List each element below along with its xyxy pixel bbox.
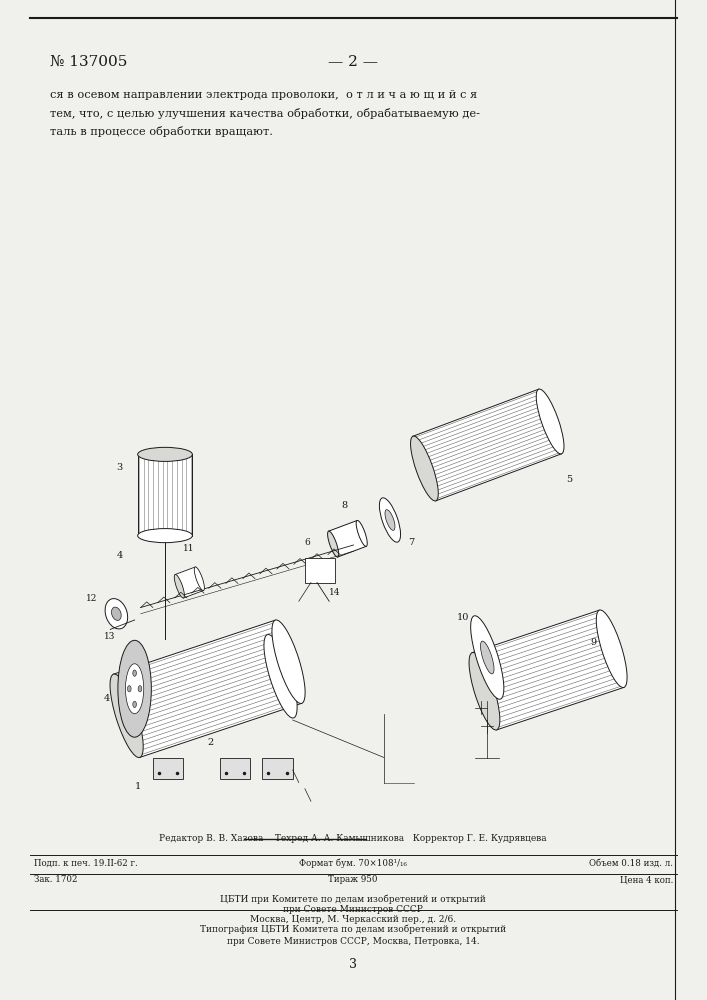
Text: 6: 6	[305, 538, 310, 547]
Polygon shape	[138, 454, 192, 536]
Polygon shape	[113, 620, 302, 757]
Text: ся в осевом направлении электрода проволоки,  о т л и ч а ю щ и й с я: ся в осевом направлении электрода провол…	[50, 90, 477, 100]
Ellipse shape	[536, 389, 564, 454]
Text: 3: 3	[349, 958, 357, 972]
Text: Тираж 950: Тираж 950	[328, 875, 378, 884]
Text: 4: 4	[104, 694, 110, 703]
Polygon shape	[175, 567, 204, 598]
Ellipse shape	[469, 652, 500, 730]
Text: Подп. к печ. 19.II-62 г.: Подп. к печ. 19.II-62 г.	[34, 859, 138, 868]
Text: 11: 11	[183, 544, 194, 553]
Text: 4: 4	[117, 550, 122, 560]
Ellipse shape	[411, 436, 438, 501]
Text: Москва, Центр, М. Черкасский пер., д. 2/6.: Москва, Центр, М. Черкасский пер., д. 2/…	[250, 915, 456, 924]
Text: 3: 3	[117, 463, 122, 472]
Ellipse shape	[110, 674, 144, 758]
Ellipse shape	[471, 616, 504, 699]
Ellipse shape	[138, 447, 192, 461]
FancyBboxPatch shape	[262, 758, 293, 779]
Ellipse shape	[264, 635, 297, 718]
Ellipse shape	[380, 498, 401, 542]
Ellipse shape	[126, 664, 144, 714]
Text: ЦБТИ при Комитете по делам изобретений и открытий: ЦБТИ при Комитете по делам изобретений и…	[220, 894, 486, 904]
Text: Зак. 1702: Зак. 1702	[34, 875, 78, 884]
Ellipse shape	[133, 670, 136, 676]
Ellipse shape	[327, 531, 339, 557]
Ellipse shape	[138, 529, 192, 543]
Text: 13: 13	[104, 632, 115, 641]
Ellipse shape	[481, 641, 494, 674]
Text: таль в процессе обработки вращают.: таль в процессе обработки вращают.	[50, 126, 273, 137]
Text: 1: 1	[134, 782, 141, 791]
Ellipse shape	[112, 607, 121, 620]
Ellipse shape	[105, 599, 128, 629]
Text: Цена 4 коп.: Цена 4 коп.	[619, 875, 673, 884]
Ellipse shape	[272, 620, 305, 703]
Ellipse shape	[356, 520, 367, 546]
Polygon shape	[329, 520, 366, 557]
Text: 12: 12	[86, 594, 98, 603]
Polygon shape	[472, 610, 624, 730]
Text: при Совете Министров СССР: при Совете Министров СССР	[283, 905, 423, 914]
FancyBboxPatch shape	[305, 558, 335, 582]
Ellipse shape	[133, 701, 136, 708]
Text: Типография ЦБТИ Комитета по делам изобретений и открытий: Типография ЦБТИ Комитета по делам изобре…	[200, 925, 506, 934]
Text: Редактор В. В. Хазова    Техред А. А. Камышникова   Корректор Г. Е. Кудрявцева: Редактор В. В. Хазова Техред А. А. Камыш…	[159, 834, 547, 843]
Text: 2: 2	[208, 738, 214, 747]
Ellipse shape	[127, 686, 131, 692]
Text: 7: 7	[408, 538, 414, 547]
Ellipse shape	[138, 686, 142, 692]
Text: 8: 8	[341, 500, 347, 510]
FancyBboxPatch shape	[220, 758, 250, 779]
Text: 10: 10	[457, 613, 469, 622]
Text: при Совете Министров СССР, Москва, Петровка, 14.: при Совете Министров СССР, Москва, Петро…	[227, 937, 479, 946]
Ellipse shape	[596, 610, 627, 688]
FancyBboxPatch shape	[153, 758, 183, 779]
Text: Формат бум. 70×108¹/₁₆: Формат бум. 70×108¹/₁₆	[299, 859, 407, 868]
Ellipse shape	[118, 640, 151, 737]
Text: Объем 0.18 изд. л.: Объем 0.18 изд. л.	[589, 859, 673, 868]
Text: 9: 9	[590, 638, 597, 647]
Text: № 137005: № 137005	[50, 55, 127, 69]
Ellipse shape	[385, 510, 395, 530]
Ellipse shape	[194, 567, 204, 591]
Text: 5: 5	[566, 476, 573, 485]
Text: — 2 —: — 2 —	[328, 55, 378, 69]
Ellipse shape	[175, 574, 185, 598]
Polygon shape	[413, 389, 561, 501]
Text: 14: 14	[329, 588, 341, 597]
Text: тем, что, с целью улучшения качества обработки, обрабатываемую де-: тем, что, с целью улучшения качества обр…	[50, 108, 480, 119]
